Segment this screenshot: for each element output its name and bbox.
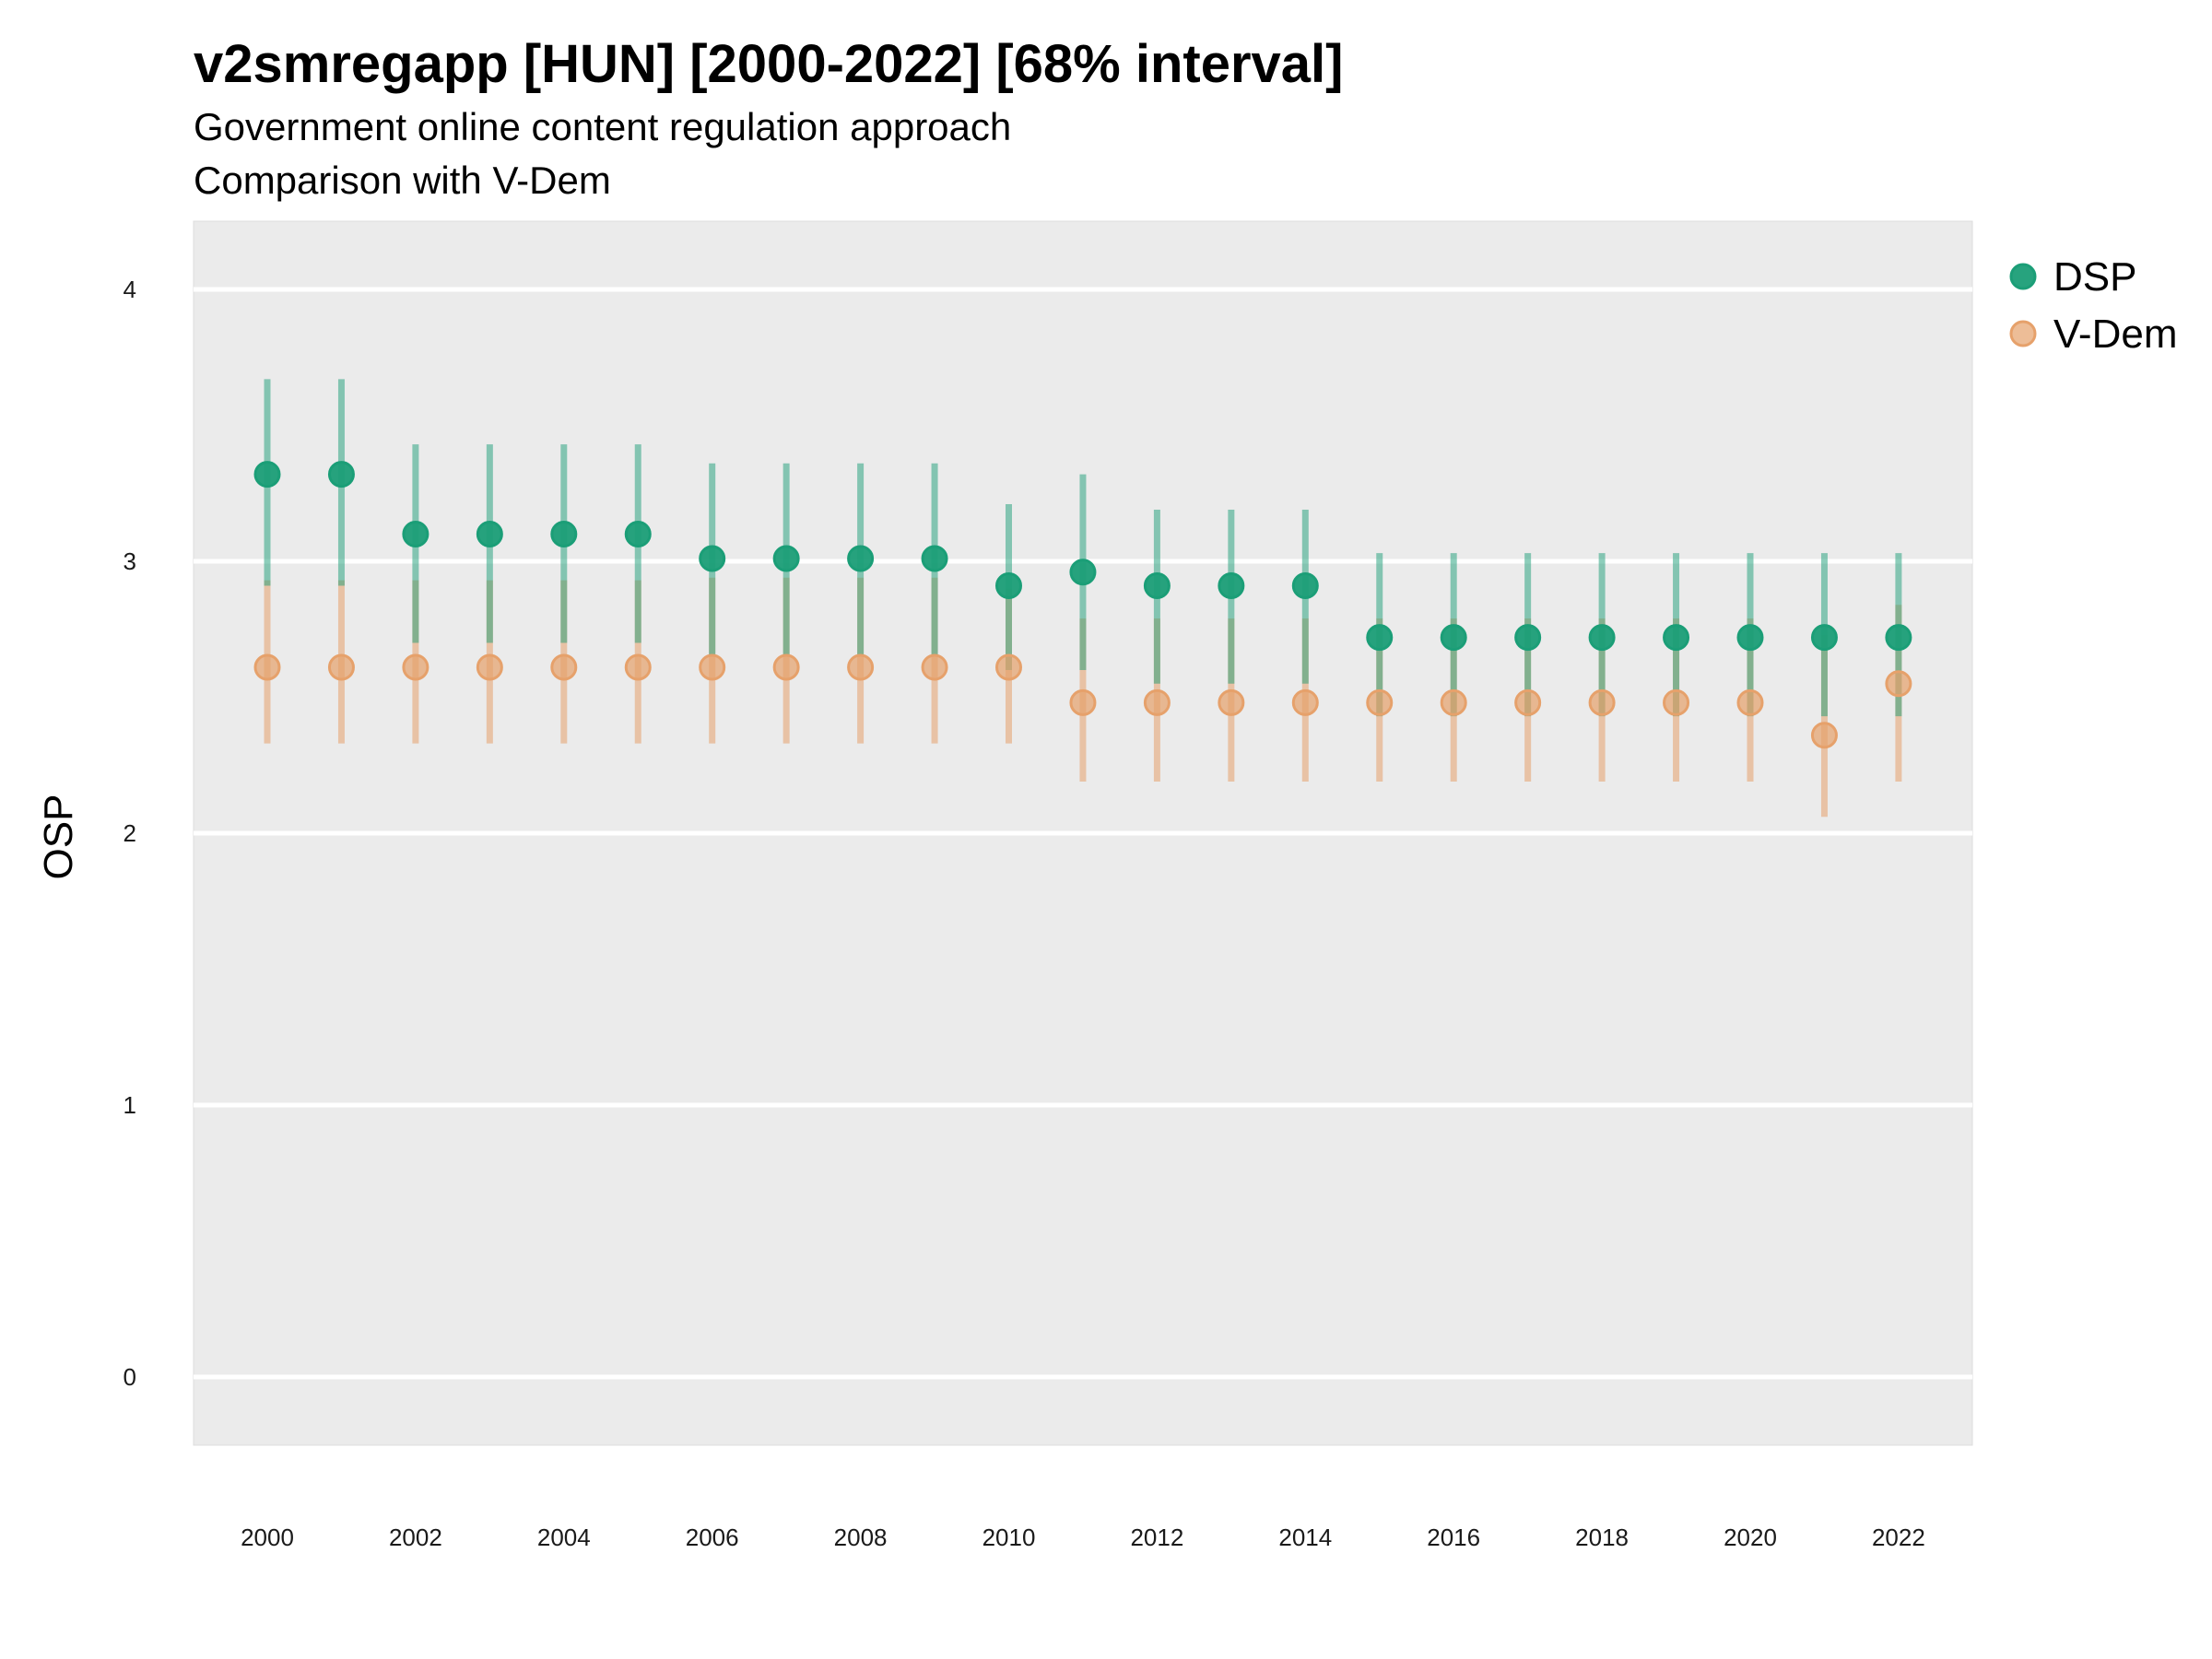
- x-tick-label: 2010: [982, 1524, 1036, 1551]
- v-dem-point-2016: [1440, 688, 1467, 716]
- y-axis-label: OSP: [36, 794, 81, 880]
- dsp-point-2004: [550, 521, 578, 547]
- dsp-point-2019: [1663, 624, 1690, 652]
- data-points: [253, 461, 1912, 749]
- chart-subtitle: Government online content regulation app…: [194, 105, 1012, 148]
- dsp-point-2022: [1885, 624, 1912, 652]
- v-dem-point-2001: [327, 653, 355, 681]
- v-dem-point-2019: [1663, 688, 1690, 716]
- x-tick-label: 2020: [1724, 1524, 1777, 1551]
- y-tick-label: 1: [124, 1091, 136, 1119]
- dsp-point-2018: [1588, 624, 1616, 652]
- legend-label-dsp: DSP: [2053, 254, 2136, 300]
- dsp-point-2002: [402, 521, 429, 547]
- dsp-point-2005: [624, 521, 652, 547]
- v-dem-point-2005: [624, 653, 652, 681]
- x-tick-label: 2004: [537, 1524, 591, 1551]
- v-dem-point-2003: [476, 653, 503, 681]
- legend-label-v-dem: V-Dem: [2053, 312, 2177, 357]
- dsp-point-2007: [772, 545, 800, 572]
- v-dem-point-2015: [1366, 688, 1394, 716]
- v-dem-point-2021: [1810, 722, 1838, 749]
- dsp-point-2020: [1736, 624, 1764, 652]
- chart-subtitle-secondary: Comparison with V-Dem: [194, 159, 611, 202]
- legend: DSP V-Dem: [2009, 254, 2177, 357]
- x-tick-label: 2022: [1872, 1524, 1925, 1551]
- y-tick-label: 0: [124, 1363, 136, 1391]
- dsp-point-2012: [1143, 572, 1171, 600]
- x-tick-label: 2014: [1278, 1524, 1332, 1551]
- dsp-point-2000: [253, 461, 281, 488]
- dsp-point-2011: [1069, 559, 1097, 586]
- v-dem-point-2017: [1514, 688, 1542, 716]
- v-dem-point-2018: [1588, 688, 1616, 716]
- x-axis-ticks: 2000 2002 2004 2006 2008 2010 2012 2014 2016 2018…: [241, 1524, 1925, 1551]
- dsp-point-2001: [327, 461, 355, 488]
- legend-key-v-dem: [2009, 320, 2037, 347]
- v-dem-point-2020: [1736, 688, 1764, 716]
- v-dem-point-2007: [772, 653, 800, 681]
- v-dem-point-2011: [1069, 688, 1097, 716]
- dsp-point-2006: [699, 545, 726, 572]
- x-tick-label: 2006: [686, 1524, 739, 1551]
- x-tick-label: 2000: [241, 1524, 294, 1551]
- x-tick-label: 2012: [1130, 1524, 1183, 1551]
- v-dem-point-2012: [1143, 688, 1171, 716]
- v-dem-point-2008: [847, 653, 875, 681]
- v-dem-point-2000: [253, 653, 281, 681]
- dsp-point-2015: [1366, 624, 1394, 652]
- v-dem-point-2009: [921, 653, 948, 681]
- dsp-point-2016: [1440, 624, 1467, 652]
- dsp-point-2021: [1810, 624, 1838, 652]
- y-tick-label: 3: [124, 547, 136, 575]
- dsp-point-2008: [847, 545, 875, 572]
- dsp-point-2003: [476, 521, 503, 547]
- v-dem-point-2004: [550, 653, 578, 681]
- y-tick-label: 2: [124, 819, 136, 847]
- v-dem-point-2013: [1218, 688, 1245, 716]
- x-tick-label: 2016: [1427, 1524, 1480, 1551]
- dsp-point-2010: [995, 572, 1022, 600]
- y-axis-ticks: 0 1 2 3 4: [124, 276, 136, 1391]
- x-tick-label: 2008: [834, 1524, 888, 1551]
- legend-key-dsp: [2009, 263, 2037, 290]
- v-dem-point-2014: [1291, 688, 1319, 716]
- x-tick-label: 2018: [1575, 1524, 1629, 1551]
- y-tick-label: 4: [124, 276, 136, 303]
- dsp-point-2009: [921, 545, 948, 572]
- chart-title: v2smregapp [HUN] [2000-2022] [68% interv…: [194, 34, 1344, 94]
- v-dem-point-2006: [699, 653, 726, 681]
- v-dem-point-2002: [402, 653, 429, 681]
- dsp-point-2013: [1218, 572, 1245, 600]
- dsp-point-2014: [1291, 572, 1319, 600]
- v-dem-point-2022: [1885, 670, 1912, 698]
- v-dem-point-2010: [995, 653, 1022, 681]
- x-tick-label: 2002: [389, 1524, 442, 1551]
- dsp-point-2017: [1514, 624, 1542, 652]
